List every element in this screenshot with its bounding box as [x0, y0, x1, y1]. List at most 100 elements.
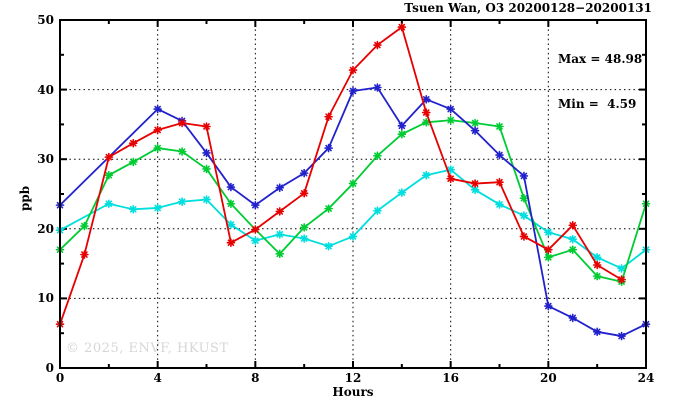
marker-stroke: [618, 265, 625, 272]
marker-stroke: [178, 119, 186, 127]
marker-green: [299, 223, 309, 232]
y-tick-label: 30: [37, 152, 54, 167]
marker-stroke: [276, 184, 284, 192]
marker-stroke: [325, 242, 332, 250]
marker-stroke: [447, 175, 454, 182]
marker-cyan: [251, 236, 260, 245]
marker-stroke: [520, 172, 528, 180]
min-value-label: Min = 4.59: [558, 97, 637, 111]
plot-border: [59, 19, 647, 369]
marker-stroke: [569, 222, 577, 229]
marker-blue: [421, 95, 431, 104]
marker-red: [544, 245, 553, 254]
marker-red: [397, 22, 407, 32]
marker-green: [104, 170, 114, 180]
marker-stroke: [374, 207, 381, 215]
marker-green: [324, 204, 333, 213]
marker-blue: [544, 301, 553, 311]
marker-stroke: [569, 235, 577, 243]
marker-stroke: [618, 332, 625, 340]
marker-red: [324, 112, 333, 122]
marker-blue: [519, 171, 529, 181]
x-tick-label: 24: [637, 371, 655, 385]
marker-green: [470, 118, 480, 128]
marker-red: [592, 260, 602, 270]
marker-stroke: [545, 246, 552, 253]
marker-cyan: [568, 234, 578, 244]
marker-stroke: [618, 276, 625, 283]
marker-stroke: [569, 314, 577, 322]
marker-blue: [202, 148, 211, 158]
marker-stroke: [178, 198, 186, 205]
marker-green: [544, 253, 553, 262]
marker-red: [275, 207, 285, 216]
marker-green: [373, 151, 382, 161]
marker-stroke: [227, 239, 235, 247]
marker-red: [153, 125, 162, 135]
marker-blue: [299, 168, 309, 178]
y-tick-label: 10: [37, 291, 54, 306]
marker-stroke: [496, 201, 503, 208]
y-tick-label: 20: [37, 221, 54, 236]
series-line-cyan: [59, 168, 647, 270]
max-min-annotation: Max = 48.98 Min = 4.59: [558, 22, 642, 142]
marker-cyan: [421, 170, 431, 180]
marker-blue: [397, 121, 407, 131]
marker-blue: [568, 313, 578, 323]
marker-green: [421, 118, 431, 127]
marker-stroke: [227, 200, 235, 208]
marker-stroke: [593, 328, 601, 336]
marker-stroke: [203, 165, 210, 173]
marker-cyan: [153, 203, 162, 213]
marker-cyan: [519, 211, 529, 220]
marker-stroke: [252, 237, 259, 244]
marker-red: [617, 275, 626, 284]
marker-cyan: [373, 206, 382, 216]
marker-stroke: [471, 186, 479, 194]
x-tick-label: 4: [153, 371, 162, 385]
marker-blue: [446, 104, 455, 114]
marker-cyan: [128, 205, 138, 214]
marker-stroke: [81, 251, 88, 258]
marker-stroke: [496, 151, 503, 159]
marker-stroke: [105, 153, 113, 161]
marker-green: [128, 157, 138, 167]
marker-blue: [251, 200, 260, 210]
marker-stroke: [203, 123, 210, 130]
marker-blue: [153, 104, 162, 114]
series-line-green: [59, 119, 647, 283]
marker-stroke: [325, 205, 332, 212]
watermark: © 2025, ENVF, HKUST: [66, 341, 229, 356]
marker-stroke: [227, 183, 235, 191]
marker-red: [470, 179, 480, 188]
marker-stroke: [471, 180, 479, 187]
marker-stroke: [398, 130, 406, 138]
marker-stroke: [422, 109, 430, 116]
marker-stroke: [203, 149, 210, 157]
marker-stroke: [154, 126, 161, 134]
marker-red: [348, 65, 358, 75]
marker-stroke: [374, 152, 381, 160]
marker-stroke: [276, 231, 284, 238]
marker-stroke: [300, 235, 308, 242]
marker-red: [177, 118, 187, 128]
marker-red: [519, 232, 529, 241]
marker-stroke: [203, 196, 210, 203]
marker-cyan: [592, 253, 602, 262]
marker-stroke: [129, 158, 137, 166]
marker-blue: [348, 86, 358, 96]
marker-red: [299, 189, 309, 198]
marker-blue: [470, 126, 480, 135]
marker-green: [177, 147, 187, 156]
marker-stroke: [520, 212, 528, 219]
x-tick-label: 20: [539, 371, 557, 385]
marker-stroke: [569, 246, 577, 253]
marker-stroke: [447, 116, 454, 124]
marker-cyan: [617, 264, 626, 273]
marker-red: [251, 225, 260, 234]
marker-stroke: [593, 254, 601, 261]
chart-title: Tsuen Wan, O3 20200128−20200131: [404, 1, 652, 15]
marker-green: [519, 193, 529, 203]
marker-red: [373, 40, 382, 50]
marker-stroke: [325, 113, 332, 121]
